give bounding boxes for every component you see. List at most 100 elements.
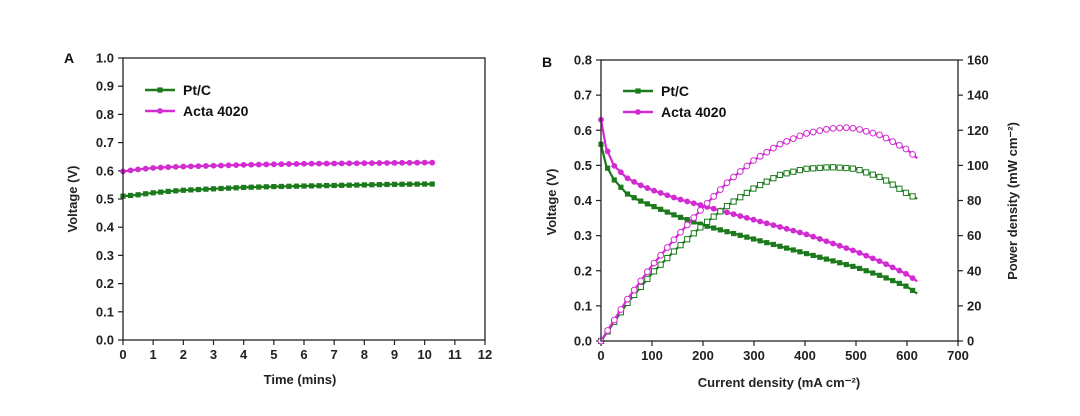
data-point bbox=[889, 181, 896, 188]
data-point bbox=[165, 164, 172, 171]
data-point bbox=[797, 249, 803, 255]
x-tick-label: 9 bbox=[391, 347, 398, 362]
data-point bbox=[896, 267, 903, 274]
data-point bbox=[172, 163, 179, 170]
y2-tick-label: 40 bbox=[967, 263, 981, 278]
data-point bbox=[240, 161, 247, 168]
data-point bbox=[127, 192, 134, 199]
y2-tick-label: 160 bbox=[967, 53, 989, 68]
data-point bbox=[863, 252, 870, 259]
data-point bbox=[610, 316, 618, 324]
data-point bbox=[617, 306, 625, 313]
data-point bbox=[604, 148, 611, 155]
x-tick-label: 0 bbox=[119, 347, 126, 362]
legend-label: Pt/C bbox=[183, 82, 211, 98]
panel-b-y-axis-label: Voltage (V) bbox=[544, 169, 559, 236]
data-point bbox=[876, 131, 883, 139]
data-point bbox=[876, 173, 883, 181]
data-point bbox=[903, 270, 909, 277]
data-point bbox=[756, 152, 764, 160]
y-tick-label: 0.8 bbox=[96, 107, 114, 122]
data-point bbox=[384, 181, 390, 188]
data-point bbox=[338, 160, 345, 167]
data-point bbox=[157, 164, 164, 171]
data-point bbox=[677, 228, 684, 236]
data-point bbox=[869, 255, 876, 262]
y2-tick-label: 140 bbox=[967, 88, 989, 103]
legend-swatch-marker bbox=[635, 88, 641, 94]
data-point bbox=[763, 220, 770, 227]
data-point bbox=[830, 240, 836, 247]
data-point bbox=[810, 233, 817, 240]
data-point bbox=[271, 183, 277, 190]
data-point bbox=[384, 160, 390, 166]
data-point bbox=[737, 232, 743, 238]
x-tick-label: 0 bbox=[597, 348, 604, 363]
series-power-2 bbox=[597, 164, 918, 345]
data-point bbox=[650, 259, 658, 267]
x-tick-label: 300 bbox=[743, 348, 765, 363]
series-line bbox=[600, 166, 918, 342]
data-point bbox=[829, 124, 837, 132]
data-point bbox=[624, 191, 631, 197]
data-point bbox=[862, 127, 870, 135]
data-point bbox=[429, 181, 435, 187]
data-point bbox=[256, 184, 262, 190]
data-point bbox=[730, 173, 737, 181]
data-point bbox=[697, 224, 704, 231]
data-point bbox=[644, 275, 651, 283]
data-point bbox=[750, 157, 757, 164]
data-point bbox=[869, 171, 876, 178]
data-point bbox=[769, 144, 777, 152]
data-point bbox=[690, 214, 698, 222]
data-point bbox=[770, 241, 776, 248]
data-point bbox=[764, 240, 770, 246]
data-point bbox=[829, 164, 837, 171]
data-point bbox=[743, 162, 751, 170]
data-point bbox=[882, 134, 890, 142]
y-tick-label: 0.2 bbox=[574, 263, 592, 278]
y-tick-label: 0.4 bbox=[96, 220, 115, 235]
data-point bbox=[195, 186, 202, 193]
x-tick-label: 100 bbox=[641, 348, 663, 363]
data-point bbox=[796, 167, 803, 174]
data-point bbox=[843, 261, 849, 268]
y-tick-label: 0.2 bbox=[96, 276, 114, 291]
data-point bbox=[270, 161, 277, 168]
data-point bbox=[225, 185, 232, 191]
x-tick-label: 12 bbox=[478, 347, 492, 362]
data-point bbox=[637, 277, 645, 285]
data-point bbox=[664, 192, 671, 199]
series-acta-4020 bbox=[598, 116, 918, 283]
x-tick-label: 400 bbox=[794, 348, 816, 363]
series-pt-c bbox=[598, 141, 918, 295]
data-point bbox=[896, 185, 903, 192]
data-point bbox=[316, 160, 322, 167]
data-point bbox=[757, 181, 764, 189]
data-point bbox=[339, 182, 345, 188]
data-point bbox=[286, 183, 292, 189]
data-point bbox=[869, 129, 877, 137]
data-point bbox=[750, 216, 757, 223]
data-point bbox=[346, 182, 352, 188]
data-point bbox=[308, 160, 315, 167]
data-point bbox=[218, 162, 224, 169]
data-point bbox=[776, 171, 784, 179]
y-tick-label: 0.0 bbox=[574, 334, 592, 349]
data-point bbox=[903, 283, 909, 289]
data-point bbox=[657, 190, 664, 196]
data-point bbox=[414, 159, 421, 166]
data-point bbox=[429, 159, 436, 166]
x-tick-label: 6 bbox=[300, 347, 307, 362]
data-point bbox=[618, 184, 624, 190]
data-point bbox=[743, 189, 750, 196]
series-acta-4020 bbox=[120, 159, 436, 175]
panel-b-ticks: 0 100 200 300 400 500 600 7000.00.10.20.30.40.5… bbox=[574, 53, 989, 364]
data-point bbox=[331, 160, 338, 167]
data-point bbox=[856, 265, 863, 272]
data-point bbox=[195, 163, 202, 170]
data-point bbox=[203, 186, 209, 192]
x-tick-label: 10 bbox=[417, 347, 431, 362]
data-point bbox=[173, 188, 179, 194]
data-point bbox=[611, 177, 617, 183]
